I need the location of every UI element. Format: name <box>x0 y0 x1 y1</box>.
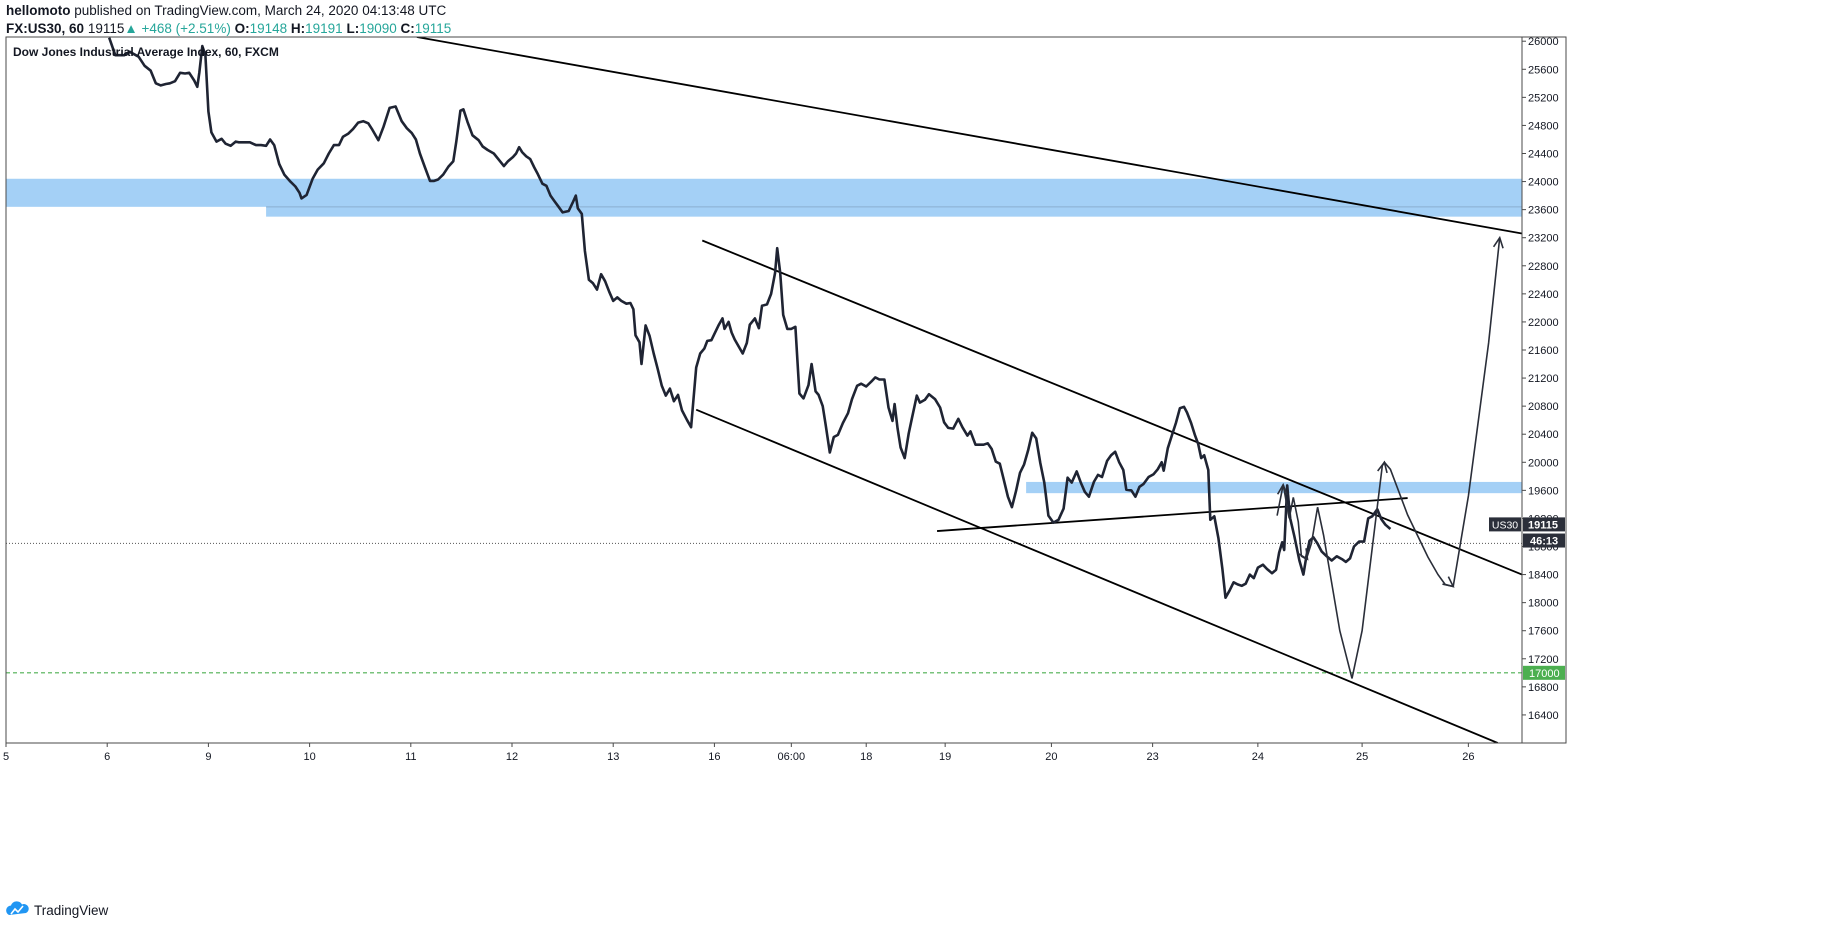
close-value: 19115 <box>414 21 452 36</box>
y-tick-label: 23600 <box>1528 205 1559 217</box>
target-price-tag-text: 17000 <box>1529 668 1560 680</box>
x-tick-label: 5 <box>3 751 9 763</box>
price-scale[interactable] <box>1521 36 1567 744</box>
published-text: published on TradingView.com, March 24, … <box>74 3 447 18</box>
y-tick-label: 24400 <box>1528 148 1559 160</box>
symbol-tag <box>1489 517 1521 532</box>
y-tick-label: 22400 <box>1528 289 1559 301</box>
open-value: 19148 <box>249 21 288 36</box>
y-tick-label: 25600 <box>1528 64 1559 76</box>
x-tick-label: 23 <box>1146 751 1158 763</box>
x-tick-label: 16 <box>708 751 720 763</box>
symbol-timeframe: FX:US30, 60 <box>6 21 85 36</box>
y-tick-label: 22800 <box>1528 261 1559 273</box>
trend-line[interactable] <box>416 37 1522 235</box>
countdown-tag-text: 46:13 <box>1530 536 1558 548</box>
y-tick-label: 26000 <box>1528 36 1559 48</box>
x-tick-label: 24 <box>1252 751 1264 763</box>
y-tick-label: 22000 <box>1528 317 1559 329</box>
high-label: H: <box>290 21 306 36</box>
x-tick-label: 06:00 <box>778 751 806 763</box>
y-tick-label: 24000 <box>1528 177 1559 189</box>
y-tick-label: 25200 <box>1528 92 1559 104</box>
y-tick-label: 23200 <box>1528 233 1559 245</box>
low-value: 19090 <box>359 21 397 36</box>
trend-line[interactable] <box>936 497 1408 532</box>
price-series-line <box>107 37 1392 599</box>
low-label: L: <box>346 21 360 36</box>
x-tick-label: 13 <box>607 751 619 763</box>
x-tick-label: 26 <box>1462 751 1474 763</box>
y-tick-label: 24800 <box>1528 120 1559 132</box>
x-tick-label: 20 <box>1045 751 1057 763</box>
time-axis: 5 6 9 10 11 12 13 16 06:00 18 19 20 23 24 25 26 <box>3 743 1474 763</box>
trend-lines[interactable] <box>416 37 1522 743</box>
zone-bands <box>6 178 1522 494</box>
chart-title: Dow Jones Industrial Average Index, 60, … <box>13 45 279 59</box>
price-labels: US30 19115 46:13 17000 <box>1489 517 1565 680</box>
x-tick-label: 10 <box>303 751 315 763</box>
footer-brand[interactable]: TradingView <box>6 901 108 919</box>
y-tick-label: 16400 <box>1528 710 1559 722</box>
projection-path[interactable] <box>1276 237 1501 679</box>
y-tick-label: 17600 <box>1528 626 1559 638</box>
y-tick-label: 18400 <box>1528 570 1559 582</box>
change-arrow-icon: ▲ <box>124 21 138 36</box>
y-tick-label: 20000 <box>1528 457 1559 469</box>
last-price-tag <box>1523 517 1565 532</box>
x-tick-label: 9 <box>205 751 211 763</box>
publish-line: hellomoto published on TradingView.com, … <box>6 3 446 18</box>
trend-line[interactable] <box>695 408 1499 743</box>
price-change: +468 (+2.51%) <box>141 21 231 36</box>
y-tick-label: 20800 <box>1528 401 1559 413</box>
zone-band <box>6 178 1522 207</box>
tradingview-logo-icon <box>6 901 29 915</box>
y-tick-label: 20400 <box>1528 429 1559 441</box>
projection-arrowhead <box>1492 235 1504 249</box>
zone-band <box>266 206 1522 217</box>
brand-text: TradingView <box>34 902 109 918</box>
projection-arrowhead <box>1276 482 1288 496</box>
y-tick-label: 18000 <box>1528 598 1559 610</box>
price-axis: 1640016800172001760018000184001880019200… <box>1522 36 1559 722</box>
last-price: 19115 <box>87 21 125 36</box>
projection-arrowhead <box>1442 576 1455 588</box>
symbol-tag-text: US30 <box>1492 519 1518 531</box>
projection-drawing[interactable] <box>1276 235 1504 679</box>
x-tick-label: 19 <box>939 751 951 763</box>
y-tick-label: 19600 <box>1528 485 1559 497</box>
y-tick-label: 16800 <box>1528 682 1559 694</box>
x-tick-label: 12 <box>506 751 518 763</box>
open-label: O: <box>234 21 250 36</box>
projection-arrowhead <box>1377 460 1388 474</box>
x-tick-label: 18 <box>860 751 872 763</box>
y-tick-label: 21600 <box>1528 345 1559 357</box>
x-tick-label: 11 <box>405 751 416 763</box>
author-name[interactable]: hellomoto <box>6 3 71 18</box>
countdown-tag <box>1523 533 1565 548</box>
x-tick-label: 6 <box>104 751 110 763</box>
ohlc-line: FX:US30, 60 19115▲ +468 (+2.51%) O:19148… <box>6 21 451 36</box>
close-label: C: <box>400 21 415 36</box>
trend-line[interactable] <box>701 239 1522 576</box>
y-tick-label: 21200 <box>1528 373 1559 385</box>
x-tick-label: 25 <box>1356 751 1368 763</box>
zone-band <box>1026 481 1522 494</box>
y-tick-label: 17200 <box>1528 654 1559 666</box>
last-price-tag-text: 19115 <box>1528 519 1558 531</box>
projection-arrowhead <box>1297 548 1309 561</box>
high-value: 19191 <box>305 21 343 36</box>
target-price-tag <box>1523 665 1565 680</box>
